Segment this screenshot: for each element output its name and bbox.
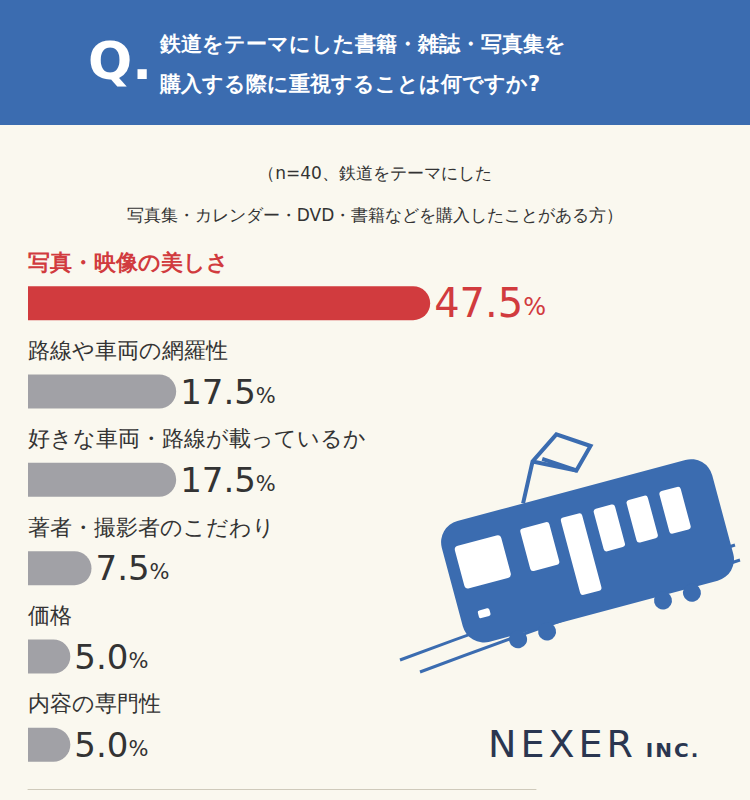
svg-text:5.0: 5.0 — [74, 637, 128, 677]
html-text:（n=40、鉄道をテーマにした 写真集・カレンダー・DVD・: （n=40、鉄道をテーマにした 写真集・カレンダー・DVD・書籍などを購入したこ… — [126, 163, 624, 225]
svg-text:%: % — [523, 293, 546, 321]
svg-text:%: % — [150, 560, 170, 584]
svg-text:17.5: 17.5 — [180, 460, 256, 500]
svg-text:内容の専門性: 内容の専門性 — [28, 691, 161, 716]
svg-text:価格: 価格 — [28, 603, 72, 628]
html-text:鉄道をテーマにした書籍・雑誌・写真集を 購入する際に重視する: 鉄道をテーマにした書籍・雑誌・写真集を 購入する際に重視することは何ですか? — [160, 32, 566, 96]
html-text:Q.: Q. — [88, 31, 152, 91]
svg-text:%: % — [256, 472, 276, 496]
html-text:NEXERINC.: NEXERINC. — [488, 722, 701, 766]
svg-text:路線や車両の網羅性: 路線や車両の網羅性 — [28, 338, 228, 363]
svg-text:5.0: 5.0 — [74, 725, 128, 765]
svg-text:好きな車両・路線が載っているか: 好きな車両・路線が載っているか — [28, 426, 366, 451]
svg-text:著者・撮影者のこだわり: 著者・撮影者のこだわり — [28, 515, 275, 540]
svg-text:47.5: 47.5 — [434, 280, 523, 326]
svg-text:%: % — [128, 737, 148, 761]
svg-text:17.5: 17.5 — [180, 372, 256, 412]
svg-text:%: % — [128, 649, 148, 673]
svg-text:%: % — [256, 384, 276, 408]
svg-text:写真・映像の美しさ: 写真・映像の美しさ — [28, 250, 229, 275]
svg-text:7.5: 7.5 — [96, 548, 150, 588]
